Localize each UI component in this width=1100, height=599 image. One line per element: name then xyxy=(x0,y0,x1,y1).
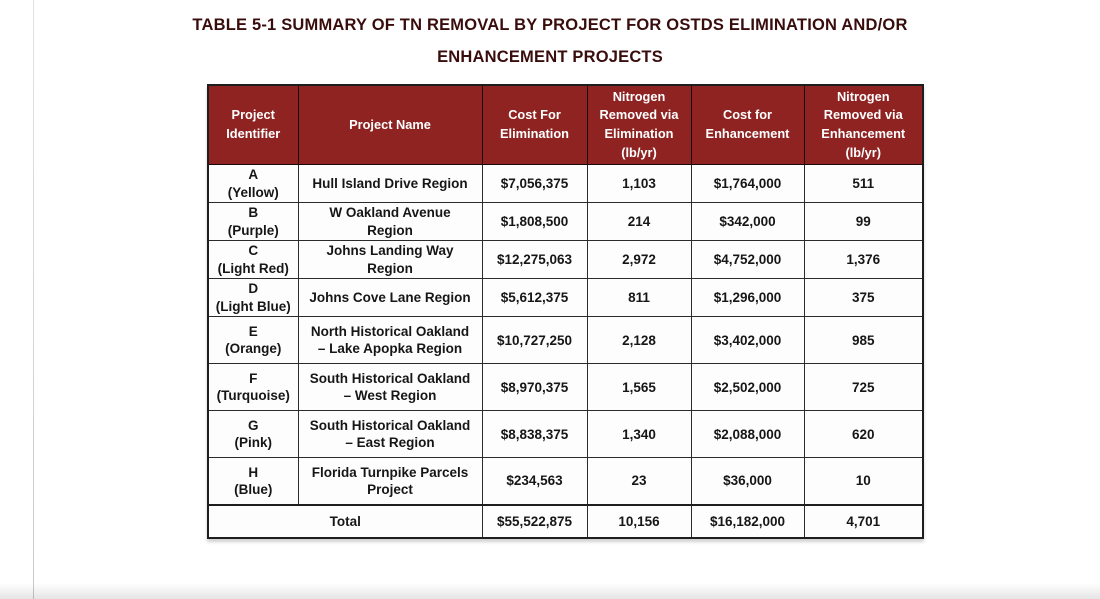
cell-nitrogen-enhancement: 10 xyxy=(803,457,924,506)
cell-cost-enhancement: $36,000 xyxy=(690,457,805,506)
cell-project-identifier: D (Light Blue) xyxy=(207,278,299,318)
cell-nitrogen-elimination: 23 xyxy=(586,457,692,506)
cell-nitrogen-enhancement: 99 xyxy=(803,202,924,242)
cell-nitrogen-enhancement: 620 xyxy=(803,410,924,459)
table-header: Project Identifier Project Name Cost For… xyxy=(207,84,924,165)
cell-cost-elimination: $8,970,375 xyxy=(481,363,588,412)
cell-nitrogen-elimination: 2,128 xyxy=(586,316,692,365)
col-header-cost-elimination: Cost For Elimination xyxy=(481,84,588,165)
cell-cost-elimination: $234,563 xyxy=(481,457,588,506)
cell-total-nitrogen-enhancement: 4,701 xyxy=(803,503,924,539)
table-row-project-e: E (Orange) North Historical Oakland – La… xyxy=(207,316,924,365)
cell-nitrogen-elimination: 2,972 xyxy=(586,240,692,280)
cell-project-identifier: H (Blue) xyxy=(207,457,299,506)
page-edge-line xyxy=(33,0,34,599)
table-row-project-h: H (Blue) Florida Turnpike Parcels Projec… xyxy=(207,457,924,506)
cell-nitrogen-elimination: 811 xyxy=(586,278,692,318)
cell-project-identifier: B (Purple) xyxy=(207,202,299,242)
col-header-nitrogen-elimination: Nitrogen Removed via Elimination (lb/yr) xyxy=(586,84,692,165)
cell-project-name: Hull Island Drive Region xyxy=(297,163,483,204)
cell-cost-elimination: $5,612,375 xyxy=(481,278,588,318)
cell-nitrogen-enhancement: 375 xyxy=(803,278,924,318)
cell-nitrogen-elimination: 1,565 xyxy=(586,363,692,412)
cell-project-identifier: A (Yellow) xyxy=(207,163,299,204)
table-title: TABLE 5-1 SUMMARY OF TN REMOVAL BY PROJE… xyxy=(0,9,1100,73)
cell-nitrogen-enhancement: 511 xyxy=(803,163,924,204)
cell-nitrogen-enhancement: 985 xyxy=(803,316,924,365)
cell-project-name: Johns Cove Lane Region xyxy=(297,278,483,318)
table-row-total: Total $55,522,875 10,156 $16,182,000 4,7… xyxy=(207,503,924,539)
cell-cost-elimination: $8,838,375 xyxy=(481,410,588,459)
cell-project-identifier: F (Turquoise) xyxy=(207,363,299,412)
cell-nitrogen-elimination: 1,340 xyxy=(586,410,692,459)
cell-cost-enhancement: $1,764,000 xyxy=(690,163,805,204)
cell-project-name: Florida Turnpike Parcels Project xyxy=(297,457,483,506)
cell-nitrogen-elimination: 1,103 xyxy=(586,163,692,204)
page-bottom-shadow xyxy=(0,583,1100,599)
cell-nitrogen-enhancement: 725 xyxy=(803,363,924,412)
cell-project-name: Johns Landing Way Region xyxy=(297,240,483,280)
col-header-cost-enhancement: Cost for Enhancement xyxy=(690,84,805,165)
cell-cost-enhancement: $1,296,000 xyxy=(690,278,805,318)
col-header-project-identifier: Project Identifier xyxy=(207,84,299,165)
cell-cost-enhancement: $2,502,000 xyxy=(690,363,805,412)
cell-project-identifier: C (Light Red) xyxy=(207,240,299,280)
cell-cost-elimination: $10,727,250 xyxy=(481,316,588,365)
table-row-project-b: B (Purple) W Oakland Avenue Region $1,80… xyxy=(207,202,924,242)
cell-cost-enhancement: $342,000 xyxy=(690,202,805,242)
table-row-project-c: C (Light Red) Johns Landing Way Region $… xyxy=(207,240,924,280)
cell-cost-elimination: $1,808,500 xyxy=(481,202,588,242)
cell-project-identifier: G (Pink) xyxy=(207,410,299,459)
table-title-line2: ENHANCEMENT PROJECTS xyxy=(437,48,663,66)
cell-project-name: North Historical Oakland – Lake Apopka R… xyxy=(297,316,483,365)
cell-cost-enhancement: $3,402,000 xyxy=(690,316,805,365)
cell-project-name: South Historical Oakland – West Region xyxy=(297,363,483,412)
table-row-project-d: D (Light Blue) Johns Cove Lane Region $5… xyxy=(207,278,924,318)
cell-total-label: Total xyxy=(207,503,483,539)
cell-project-name: W Oakland Avenue Region xyxy=(297,202,483,242)
cell-total-cost-enhancement: $16,182,000 xyxy=(690,503,805,539)
cell-project-name: South Historical Oakland – East Region xyxy=(297,410,483,459)
cell-project-identifier: E (Orange) xyxy=(207,316,299,365)
col-header-nitrogen-enhancement: Nitrogen Removed via Enhancement (lb/yr) xyxy=(803,84,924,165)
cell-total-cost-elimination: $55,522,875 xyxy=(481,503,588,539)
col-header-project-name: Project Name xyxy=(297,84,483,165)
table-row-project-g: G (Pink) South Historical Oakland – East… xyxy=(207,410,924,459)
cell-cost-elimination: $7,056,375 xyxy=(481,163,588,204)
cell-nitrogen-enhancement: 1,376 xyxy=(803,240,924,280)
cell-total-nitrogen-elimination: 10,156 xyxy=(586,503,692,539)
cell-cost-elimination: $12,275,063 xyxy=(481,240,588,280)
table-row-project-f: F (Turquoise) South Historical Oakland –… xyxy=(207,363,924,412)
tn-removal-summary-table: Project Identifier Project Name Cost For… xyxy=(207,84,924,539)
table-body: A (Yellow) Hull Island Drive Region $7,0… xyxy=(207,163,924,539)
cell-cost-enhancement: $2,088,000 xyxy=(690,410,805,459)
header-row: Project Identifier Project Name Cost For… xyxy=(207,84,924,165)
table-row-project-a: A (Yellow) Hull Island Drive Region $7,0… xyxy=(207,163,924,204)
table-title-line1: TABLE 5-1 SUMMARY OF TN REMOVAL BY PROJE… xyxy=(192,16,908,34)
cell-cost-enhancement: $4,752,000 xyxy=(690,240,805,280)
cell-nitrogen-elimination: 214 xyxy=(586,202,692,242)
